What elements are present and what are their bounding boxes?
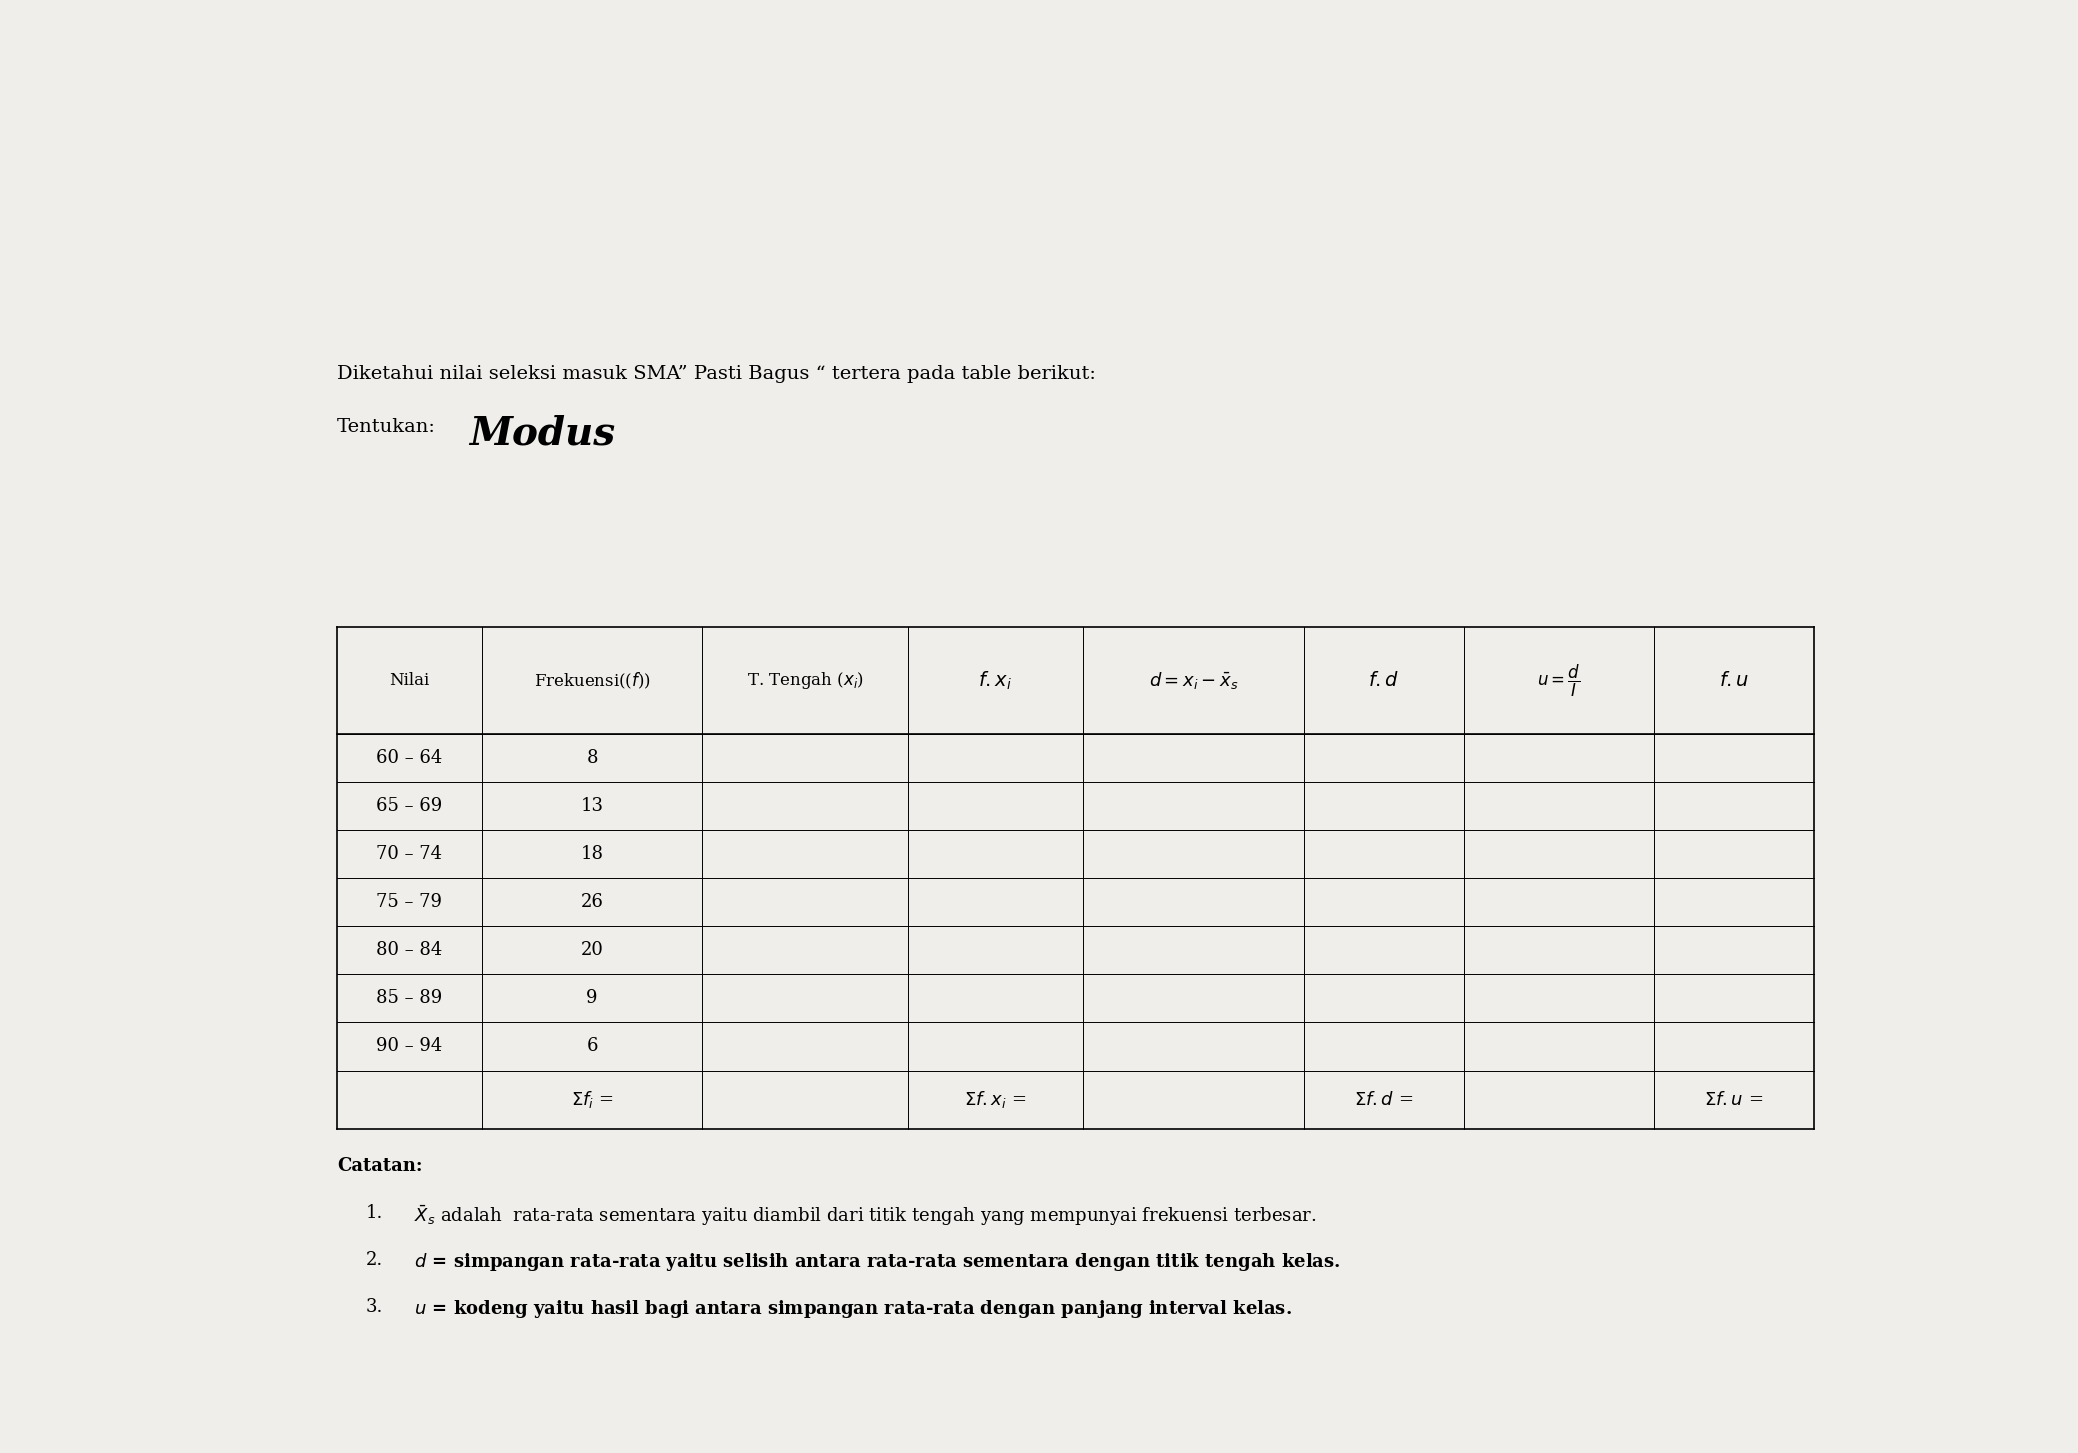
Text: Modus: Modus: [470, 416, 615, 453]
Text: 2.: 2.: [366, 1251, 382, 1268]
Text: 6: 6: [586, 1037, 598, 1055]
Text: Frekuensi(($\it{f}$)): Frekuensi(($\it{f}$)): [534, 670, 650, 690]
Text: $f.x_i$: $f.x_i$: [979, 670, 1012, 692]
Text: 3.: 3.: [366, 1298, 384, 1315]
Text: 1.: 1.: [366, 1203, 384, 1222]
Text: 20: 20: [580, 942, 603, 959]
Text: 90 – 94: 90 – 94: [376, 1037, 443, 1055]
Text: $f.d$: $f.d$: [1367, 671, 1398, 690]
Text: Diketahui nilai seleksi masuk SMA” Pasti Bagus “ tertera pada table berikut:: Diketahui nilai seleksi masuk SMA” Pasti…: [337, 365, 1095, 382]
Text: 9: 9: [586, 989, 598, 1007]
Text: Nilai: Nilai: [389, 673, 430, 689]
Text: 75 – 79: 75 – 79: [376, 894, 443, 911]
Text: Tentukan:: Tentukan:: [337, 418, 436, 436]
Text: 60 – 64: 60 – 64: [376, 748, 443, 767]
Text: $\bar{X}_s$ adalah  rata-rata sementara yaitu diambil dari titik tengah yang mem: $\bar{X}_s$ adalah rata-rata sementara y…: [414, 1203, 1317, 1228]
Text: Catatan:: Catatan:: [337, 1157, 422, 1174]
Text: 65 – 69: 65 – 69: [376, 796, 443, 815]
Text: $\Sigma f_i$ =: $\Sigma f_i$ =: [571, 1090, 613, 1110]
Text: 26: 26: [580, 894, 603, 911]
Text: 85 – 89: 85 – 89: [376, 989, 443, 1007]
Text: 18: 18: [580, 846, 603, 863]
Text: 13: 13: [580, 796, 603, 815]
Text: $f.u$: $f.u$: [1719, 671, 1750, 690]
Text: T. Tengah ($x_i$): T. Tengah ($x_i$): [746, 670, 864, 692]
Text: $d$ = simpangan rata-rata yaitu selisih antara rata-rata sementara dengan titik : $d$ = simpangan rata-rata yaitu selisih …: [414, 1251, 1340, 1273]
Text: $u$ = kodeng yaitu hasil bagi antara simpangan rata-rata dengan panjang interval: $u$ = kodeng yaitu hasil bagi antara sim…: [414, 1298, 1293, 1319]
Text: $\Sigma f.u$ =: $\Sigma f.u$ =: [1704, 1091, 1764, 1109]
Text: $d = x_i - \bar{x}_s$: $d = x_i - \bar{x}_s$: [1149, 670, 1238, 692]
Text: 8: 8: [586, 748, 598, 767]
Text: $u = \dfrac{d}{I}$: $u = \dfrac{d}{I}$: [1538, 663, 1581, 699]
Text: 70 – 74: 70 – 74: [376, 846, 443, 863]
Text: $\Sigma f.d$ =: $\Sigma f.d$ =: [1355, 1091, 1413, 1109]
Text: 80 – 84: 80 – 84: [376, 942, 443, 959]
Text: $\Sigma f.x_i$ =: $\Sigma f.x_i$ =: [964, 1090, 1027, 1110]
